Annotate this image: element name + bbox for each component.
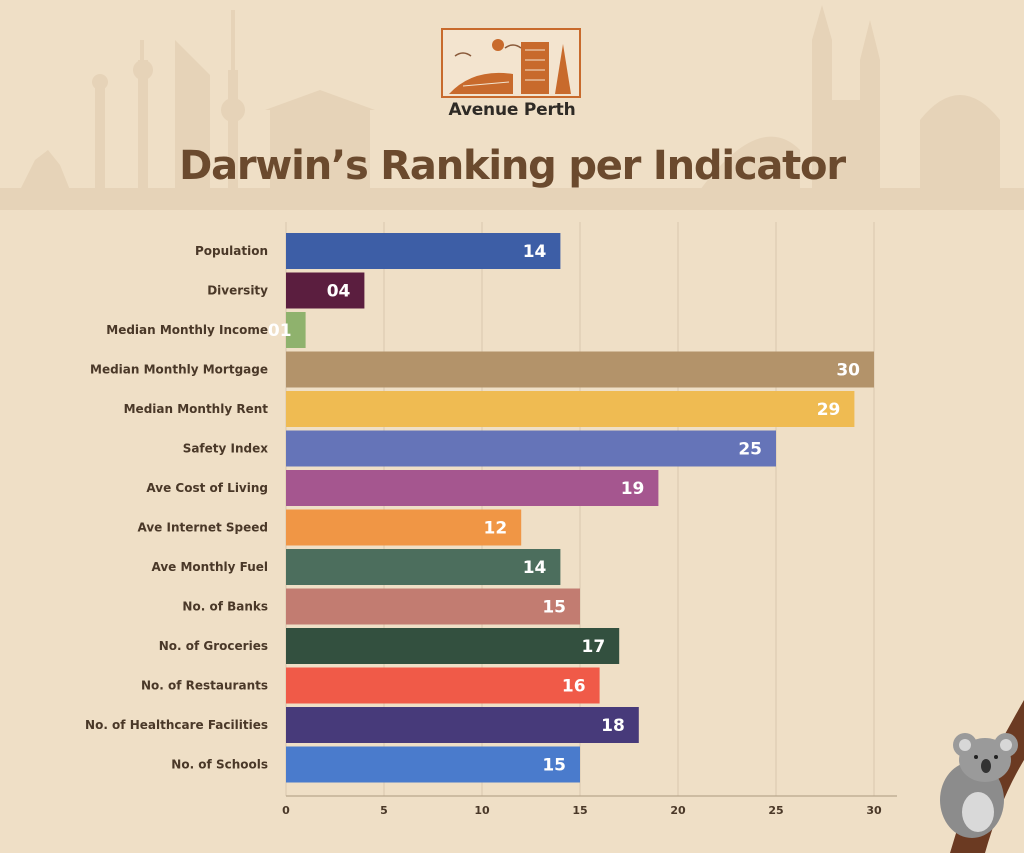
value-label: 17 [582, 637, 606, 657]
category-label: Diversity [207, 284, 268, 298]
x-tick-label: 0 [282, 804, 290, 817]
category-label: Median Monthly Income [106, 323, 268, 337]
bar [286, 351, 874, 388]
bar [286, 667, 600, 704]
value-label: 25 [738, 440, 762, 460]
category-label: Median Monthly Rent [124, 402, 269, 416]
bar [286, 430, 776, 467]
bar [286, 707, 639, 743]
category-label: Ave Cost of Living [146, 481, 268, 495]
x-tick-label: 30 [866, 804, 882, 817]
bar [286, 746, 580, 783]
category-label: Median Monthly Mortgage [90, 363, 268, 377]
value-label: 29 [817, 400, 841, 420]
category-label: Ave Monthly Fuel [151, 560, 268, 574]
bars: 14 04 01 30 29 25 19 12 14 15 17 16 18 15 [268, 233, 874, 783]
bar [286, 509, 522, 546]
category-label: No. of Restaurants [141, 679, 268, 693]
value-label: 19 [621, 479, 645, 499]
value-label: 14 [523, 558, 547, 578]
page-title: Darwin’s Ranking per Indicator [179, 143, 846, 189]
category-label: No. of Healthcare Facilities [85, 718, 268, 732]
bar [286, 470, 659, 506]
bar [286, 233, 561, 269]
brand-name: Avenue Perth [448, 100, 576, 120]
x-tick-label: 25 [768, 804, 783, 817]
value-label: 18 [601, 716, 625, 736]
category-label: Population [195, 244, 268, 258]
x-tick-label: 20 [670, 804, 686, 817]
value-label: 15 [542, 598, 566, 618]
value-label: 16 [562, 677, 586, 697]
logo-emblem [441, 28, 581, 98]
skyline-illustration [0, 5, 1024, 210]
x-tick-label: 10 [474, 804, 490, 817]
category-label: Ave Internet Speed [138, 521, 269, 535]
bar [286, 628, 620, 664]
x-tick-label: 15 [572, 804, 587, 817]
category-label: No. of Groceries [159, 639, 268, 653]
category-label: No. of Schools [171, 758, 268, 772]
brand-logo: Avenue Perth [441, 28, 583, 126]
value-label: 04 [327, 282, 351, 302]
city-logo-illustration [449, 39, 571, 94]
bar [286, 549, 561, 585]
axes: 0 5 10 15 20 25 30 Population Diversity Median Mo… [85, 244, 897, 817]
bar [286, 588, 580, 625]
value-label: 12 [484, 519, 508, 539]
value-label: 15 [542, 756, 566, 776]
value-label: 30 [836, 361, 860, 381]
bar [286, 272, 365, 309]
bar [286, 312, 306, 348]
bar [286, 391, 855, 427]
x-tick-label: 5 [380, 804, 388, 817]
category-label: No. of Banks [182, 600, 268, 614]
value-label: 14 [523, 242, 547, 262]
category-label: Safety Index [183, 442, 269, 456]
value-label: 01 [268, 321, 292, 341]
